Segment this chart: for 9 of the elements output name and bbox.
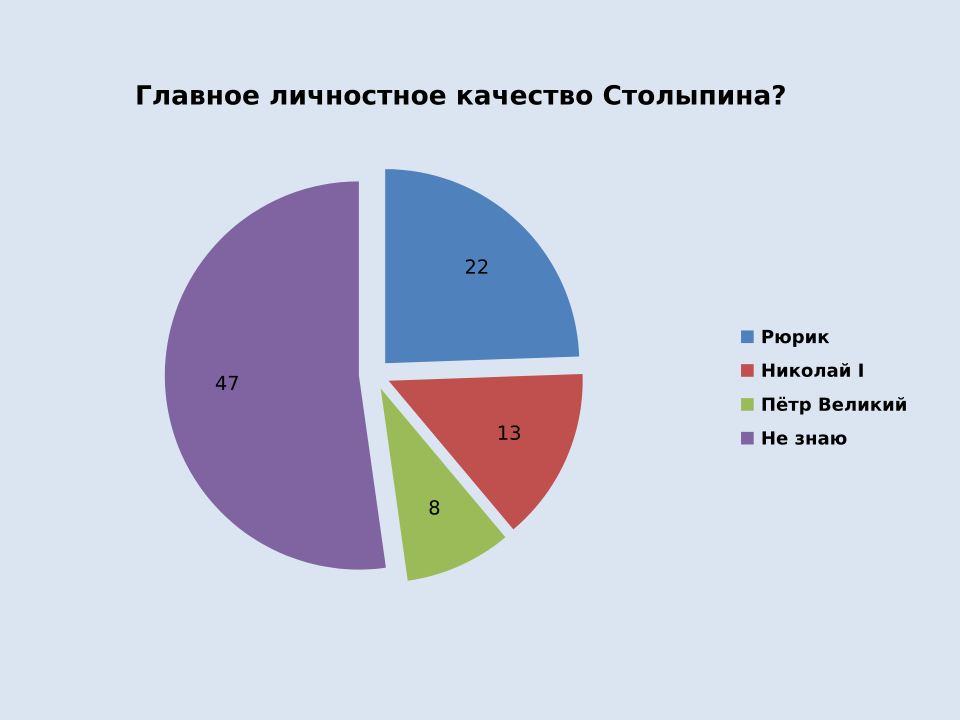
data-label: 47 — [216, 376, 238, 390]
data-label: 22 — [466, 259, 488, 274]
legend-label: Не знаю — [762, 431, 846, 445]
data-label: 13 — [498, 425, 520, 440]
legend-label: Пётр Великий — [762, 396, 906, 415]
data-label: 8 — [430, 500, 440, 515]
legend-label: Рюрик — [762, 330, 830, 347]
legend-label: Николай I — [762, 362, 863, 378]
chart-title: Главное личностное качество Столыпина? — [137, 84, 785, 105]
